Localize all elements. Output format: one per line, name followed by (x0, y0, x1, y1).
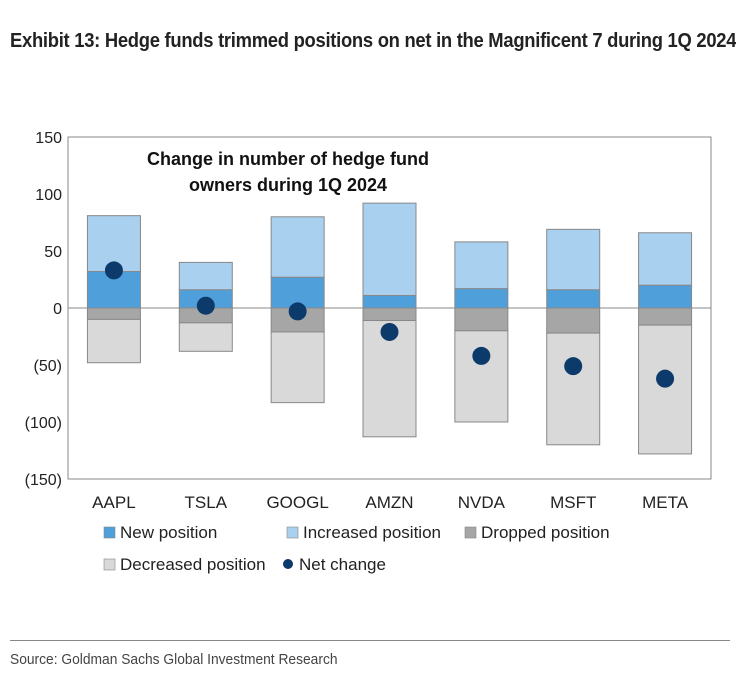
bar-dropped-position (638, 307, 693, 326)
y-tick-label: 100 (35, 187, 62, 204)
chart: 150 100 50 0 (50) (100) (150) Change in number … (25, 130, 712, 574)
bar-new-position (546, 289, 601, 309)
legend-label: Net change (299, 555, 386, 574)
x-tick-label: AMZN (365, 493, 413, 512)
x-tick-label: GOOGL (266, 493, 328, 512)
legend-swatch (464, 526, 477, 539)
chart-title: owners during 1Q 2024 (189, 175, 387, 195)
exhibit-title: Exhibit 13: Hedge funds trimmed position… (10, 30, 736, 52)
x-tick-label: TSLA (185, 493, 228, 512)
bar-decreased-position (86, 318, 141, 364)
bar-new-position (638, 284, 693, 309)
y-tick-label: 50 (44, 244, 62, 261)
net-change-point (288, 302, 307, 321)
net-change-point (196, 296, 215, 315)
bar-increased-position (454, 241, 509, 290)
bar-dropped-position (546, 307, 601, 334)
chart-title: Change in number of hedge fund (147, 149, 429, 169)
x-tick-label: MSFT (550, 493, 596, 512)
legend-marker (283, 559, 293, 569)
x-tick-label: META (642, 493, 689, 512)
bar-new-position (362, 294, 417, 309)
legend-label: Decreased position (120, 555, 266, 574)
net-change-point (472, 346, 491, 365)
y-tick-label: 0 (53, 301, 62, 318)
bar-decreased-position (546, 332, 601, 446)
bar-increased-position (546, 228, 601, 291)
x-tick-label: AAPL (92, 493, 135, 512)
bar-decreased-position (270, 331, 325, 404)
bar-decreased-position (638, 324, 693, 455)
bar-dropped-position (362, 307, 417, 322)
net-change-point (380, 322, 399, 341)
legend-swatch (103, 558, 116, 571)
y-tick-label: 150 (35, 130, 62, 147)
y-tick-label: (100) (25, 415, 62, 432)
bar-dropped-position (454, 307, 509, 332)
net-change-point (656, 369, 675, 388)
bar-decreased-position (454, 330, 509, 423)
legend-label: Increased position (303, 523, 441, 542)
bar-increased-position (638, 232, 693, 286)
divider (10, 640, 730, 641)
bar-increased-position (178, 261, 233, 291)
source-note: Source: Goldman Sachs Global Investment … (10, 651, 338, 668)
legend-swatch (103, 526, 116, 539)
net-change-point (564, 357, 583, 376)
legend-label: Dropped position (481, 523, 610, 542)
y-tick-label: (150) (25, 472, 62, 489)
net-change-point (104, 261, 123, 280)
y-tick-label: (50) (34, 358, 62, 375)
x-tick-label: NVDA (458, 493, 506, 512)
bar-new-position (454, 288, 509, 309)
legend-swatch (286, 526, 299, 539)
bar-dropped-position (86, 307, 141, 320)
bar-increased-position (270, 216, 325, 278)
legend-label: New position (120, 523, 217, 542)
bar-decreased-position (178, 322, 233, 352)
bar-increased-position (362, 202, 417, 296)
